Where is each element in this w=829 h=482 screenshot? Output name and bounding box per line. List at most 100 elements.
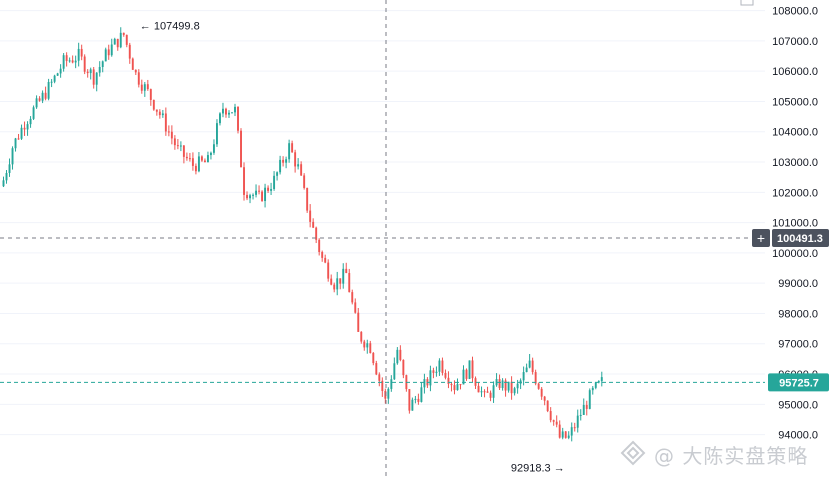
candle-body — [474, 378, 477, 386]
settings-icon[interactable] — [740, 0, 754, 6]
candle-body — [462, 369, 465, 385]
candle-body — [107, 49, 110, 56]
candle-body — [585, 404, 588, 409]
candle-body — [215, 123, 218, 145]
candle-body — [270, 188, 273, 191]
candle-body — [393, 363, 396, 380]
add-alert-button[interactable] — [752, 229, 770, 248]
candle-body — [179, 145, 182, 147]
candle-body — [375, 363, 378, 375]
candle-body — [20, 127, 23, 139]
candle-body — [77, 48, 80, 61]
candle-body — [534, 372, 537, 384]
candle-body — [110, 44, 113, 56]
candle-body — [50, 81, 53, 83]
crosshair-price-label: 100491.3 — [777, 233, 823, 245]
candle-body — [128, 44, 131, 59]
candle-body — [155, 109, 158, 112]
candle-body — [402, 359, 405, 376]
candle-body — [531, 360, 534, 373]
candle-body — [594, 382, 597, 388]
candle-body — [212, 144, 215, 153]
y-tick-label: 103000.0 — [772, 157, 818, 169]
candle-body — [561, 431, 564, 438]
candle-body — [11, 148, 14, 165]
candle-body — [477, 385, 480, 393]
candle-body — [62, 55, 65, 69]
candle-body — [420, 387, 423, 402]
candle-body — [200, 156, 203, 161]
candle-body — [414, 398, 417, 400]
candle-body — [80, 48, 83, 57]
candle-body — [206, 155, 209, 163]
candle-body — [222, 108, 224, 114]
candle-body — [264, 187, 267, 202]
candle-body — [450, 383, 453, 386]
candle-body — [249, 195, 251, 199]
candle-body — [101, 61, 104, 67]
crosshair-price-badge — [772, 229, 829, 248]
candle-body — [56, 73, 59, 76]
candle-body — [255, 190, 258, 195]
candle-body — [351, 292, 354, 303]
candle-body — [285, 159, 288, 163]
candle-body — [378, 374, 381, 381]
candle-body — [348, 273, 351, 293]
candle-body — [558, 424, 561, 438]
candle-body — [480, 391, 483, 393]
candle-body — [29, 118, 32, 125]
candle-body — [89, 69, 92, 74]
candle-body — [489, 392, 492, 398]
candle-body — [498, 379, 501, 389]
candle-body — [441, 360, 444, 373]
candle-body — [167, 131, 170, 133]
watermark-text: @ 大陈实盘策略 — [654, 444, 809, 468]
candle-body — [528, 360, 531, 368]
candle-body — [429, 370, 432, 386]
candle-body — [306, 187, 309, 211]
candle-body — [23, 127, 26, 130]
candle-body — [297, 164, 300, 167]
y-tick-label: 108000.0 — [772, 6, 818, 18]
candle-body — [191, 158, 194, 166]
candle-body — [125, 34, 128, 45]
candle-body — [354, 302, 357, 313]
candle-body — [504, 380, 507, 391]
candle-body — [14, 138, 17, 149]
candle-body — [423, 379, 426, 388]
y-tick-label: 102000.0 — [772, 187, 818, 199]
candle-body — [309, 210, 312, 222]
candle-body — [432, 370, 435, 373]
candle-body — [65, 55, 68, 61]
candle-body — [327, 262, 330, 279]
candle-body — [495, 379, 498, 386]
y-tick-label: 100000.0 — [772, 248, 818, 260]
candle-body — [438, 360, 441, 372]
candle-body — [86, 71, 89, 74]
candle-body — [300, 164, 303, 176]
y-tick-label: 107000.0 — [772, 36, 818, 48]
candle-body — [38, 98, 41, 101]
candle-body — [555, 421, 558, 425]
candle-body — [119, 32, 122, 48]
plus-icon[interactable]: + — [757, 230, 765, 246]
candle-body — [408, 389, 411, 411]
candle-body — [510, 381, 513, 394]
candle-body — [564, 431, 567, 438]
candle-body — [158, 111, 161, 116]
candles-layer — [2, 27, 603, 442]
candle-body — [279, 159, 282, 173]
candle-body — [399, 349, 402, 360]
candle-body — [357, 312, 360, 332]
candle-body — [95, 72, 98, 85]
price-axis[interactable]: 94000.095000.096000.097000.098000.099000… — [740, 0, 829, 442]
candle-body — [501, 380, 504, 389]
candle-body — [92, 69, 95, 85]
candle-body — [59, 68, 62, 74]
candle-body — [237, 106, 239, 131]
candle-body — [74, 60, 77, 63]
candle-body — [182, 145, 185, 157]
candle-body — [513, 388, 516, 394]
